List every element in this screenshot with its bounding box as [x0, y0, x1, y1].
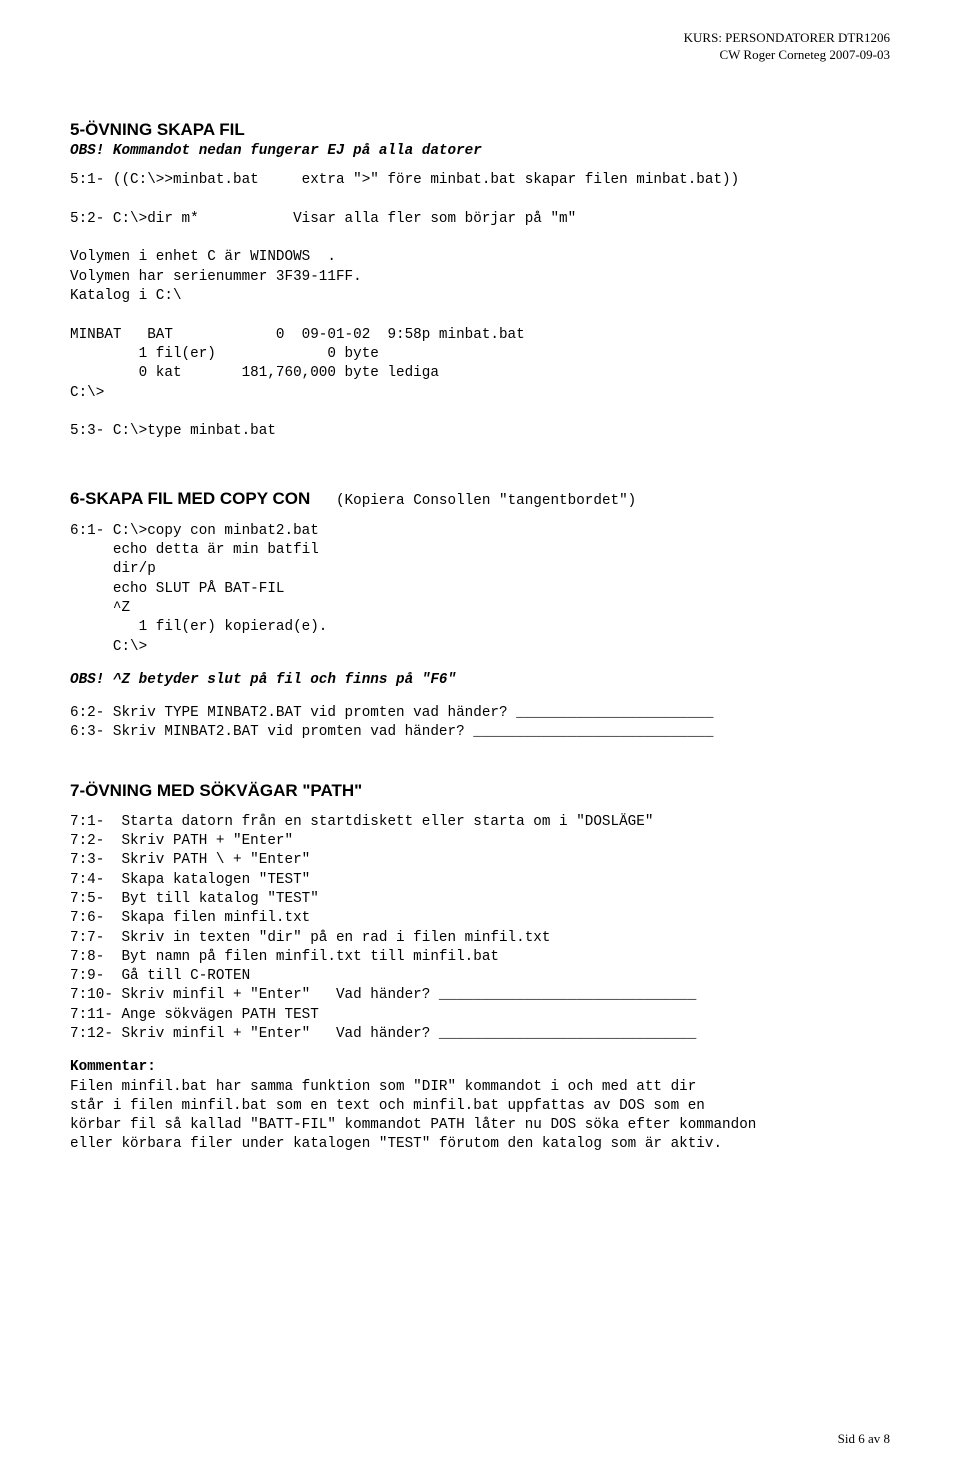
section-6-title: 6-SKAPA FIL MED COPY CON — [70, 489, 310, 509]
section-5-body: 5:1- ((C:\>>minbat.bat extra ">" före mi… — [70, 171, 890, 441]
section-6: 6-SKAPA FIL MED COPY CON (Kopiera Consol… — [70, 489, 890, 742]
section-7-title: 7-ÖVNING MED SÖKVÄGAR "PATH" — [70, 781, 890, 801]
section-6-body1: 6:1- C:\>copy con minbat2.bat echo detta… — [70, 522, 890, 657]
header-course: KURS: PERSONDATORER DTR1206 — [684, 30, 890, 47]
section-5-obs: OBS! Kommandot nedan fungerar EJ på alla… — [70, 142, 890, 161]
section-7-kommentar-label: Kommentar: — [70, 1058, 890, 1077]
section-7-body: 7:1- Starta datorn från en startdiskett … — [70, 813, 890, 1045]
section-6-heading: 6-SKAPA FIL MED COPY CON (Kopiera Consol… — [70, 489, 890, 511]
page-content: 5-ÖVNING SKAPA FIL OBS! Kommandot nedan … — [70, 120, 890, 1155]
section-6-body2: 6:2- Skriv TYPE MINBAT2.BAT vid promten … — [70, 704, 890, 743]
section-7: 7-ÖVNING MED SÖKVÄGAR "PATH" 7:1- Starta… — [70, 781, 890, 1155]
section-5: 5-ÖVNING SKAPA FIL OBS! Kommandot nedan … — [70, 120, 890, 441]
section-7-kommentar-body: Filen minfil.bat har samma funktion som … — [70, 1078, 890, 1155]
section-6-subtitle: (Kopiera Consollen "tangentbordet") — [310, 493, 636, 509]
section-5-title: 5-ÖVNING SKAPA FIL — [70, 120, 890, 140]
page-footer: Sid 6 av 8 — [838, 1431, 890, 1447]
page-header: KURS: PERSONDATORER DTR1206 CW Roger Cor… — [684, 30, 890, 64]
header-author: CW Roger Corneteg 2007-09-03 — [684, 47, 890, 64]
section-6-obs: OBS! ^Z betyder slut på fil och finns på… — [70, 671, 890, 690]
